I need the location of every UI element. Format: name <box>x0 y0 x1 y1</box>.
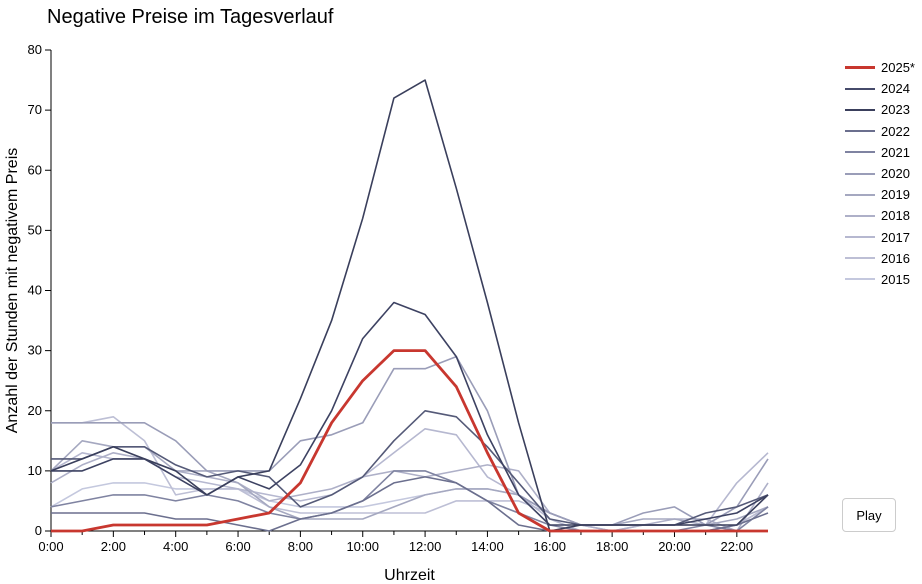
legend-item[interactable]: 2021 <box>845 142 915 163</box>
legend-label: 2023 <box>881 102 910 118</box>
series-line-2025 <box>51 349 768 533</box>
series-lines <box>50 79 769 533</box>
legend-label: 2025* <box>881 60 915 76</box>
legend-label: 2018 <box>881 208 910 224</box>
axes: 0 10 20 30 40 50 60 70 80 0:00 2:00 4:00 6:00 8:00 10:… <box>28 42 768 554</box>
y-axis-title: Anzahl der Stunden mit negativem Preis <box>4 148 21 433</box>
legend: 2025* 2024 2023 2022 2021 2020 2019 2018 2017 201… <box>845 57 915 290</box>
legend-item[interactable]: 2019 <box>845 184 915 205</box>
y-tick-label: 0 <box>35 523 42 538</box>
x-tick-label: 18:00 <box>596 539 629 554</box>
x-axis-title: Uhrzeit <box>384 567 435 584</box>
legend-item[interactable]: 2018 <box>845 205 915 226</box>
legend-item[interactable]: 2023 <box>845 99 915 120</box>
legend-swatch <box>845 214 875 217</box>
play-button[interactable]: Play <box>842 498 896 532</box>
legend-label: 2015 <box>881 271 910 287</box>
series-line-peak-2023 <box>50 79 769 532</box>
x-tick-label: 22:00 <box>721 539 754 554</box>
y-tick-label: 70 <box>28 102 42 117</box>
legend-label: 2022 <box>881 123 910 139</box>
x-tick-label: 20:00 <box>658 539 691 554</box>
legend-label: 2016 <box>881 250 910 266</box>
legend-label: 2019 <box>881 187 910 203</box>
legend-item[interactable]: 2025* <box>845 57 915 78</box>
x-tick-label: 8:00 <box>288 539 313 554</box>
legend-label: 2021 <box>881 144 910 160</box>
y-tick-label: 80 <box>28 42 42 57</box>
series-line-2024 <box>51 301 769 526</box>
legend-label: 2020 <box>881 166 910 182</box>
y-tick-label: 20 <box>28 403 42 418</box>
y-tick-label: 30 <box>28 343 42 358</box>
legend-swatch <box>845 108 875 111</box>
x-tick-label: 12:00 <box>409 539 442 554</box>
legend-swatch <box>845 236 875 239</box>
legend-swatch <box>845 130 875 133</box>
legend-swatch <box>845 172 875 175</box>
legend-item[interactable]: 2017 <box>845 227 915 248</box>
legend-label: 2017 <box>881 229 910 245</box>
legend-item[interactable]: 2016 <box>845 248 915 269</box>
x-tick-label: 0:00 <box>38 539 63 554</box>
x-tick-label: 10:00 <box>346 539 379 554</box>
legend-swatch <box>845 193 875 196</box>
x-tick-label: 16:00 <box>534 539 567 554</box>
legend-swatch <box>845 66 875 70</box>
series-line-2020 <box>51 355 769 526</box>
series-line-2019 <box>50 440 769 526</box>
legend-swatch <box>845 87 875 90</box>
y-tick-label: 60 <box>28 162 42 177</box>
x-tick-label: 4:00 <box>163 539 188 554</box>
y-tick-label: 50 <box>28 222 42 237</box>
x-tick-label: 2:00 <box>101 539 126 554</box>
legend-swatch <box>845 278 875 281</box>
legend-label: 2024 <box>881 81 910 97</box>
legend-item[interactable]: 2020 <box>845 163 915 184</box>
legend-item[interactable]: 2015 <box>845 269 915 290</box>
legend-swatch <box>845 151 875 154</box>
chart-title: Negative Preise im Tagesverlauf <box>47 6 334 28</box>
x-tick-label: 6:00 <box>225 539 250 554</box>
legend-item[interactable]: 2022 <box>845 121 915 142</box>
legend-item[interactable]: 2024 <box>845 78 915 99</box>
x-tick-label: 14:00 <box>471 539 504 554</box>
y-tick-label: 10 <box>28 463 42 478</box>
legend-swatch <box>845 257 875 260</box>
y-tick-label: 40 <box>28 283 42 298</box>
